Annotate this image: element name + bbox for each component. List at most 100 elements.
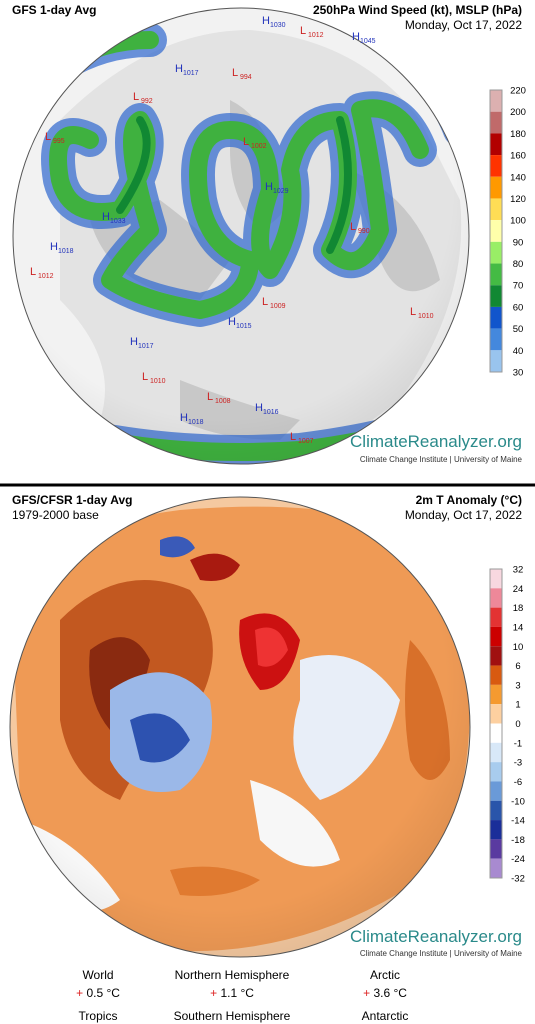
pressure-type: H	[265, 181, 273, 193]
colorbar-label: -24	[511, 854, 525, 865]
brand: ClimateReanalyzer.org	[350, 432, 522, 451]
pressure-value: 1010	[418, 313, 434, 320]
colorbar-label: 120	[510, 194, 526, 205]
pressure-value: 1045	[360, 38, 376, 45]
pressure-type: L	[350, 221, 356, 233]
colorbar-swatch	[490, 839, 502, 859]
colorbar-swatch	[490, 762, 502, 782]
colorbar-label: -6	[514, 777, 522, 788]
colorbar-label: 14	[513, 622, 524, 633]
pressure-type: L	[300, 25, 306, 37]
colorbar-swatch	[490, 820, 502, 840]
pressure-value: 995	[53, 138, 65, 145]
colorbar-swatch	[490, 588, 502, 608]
pressure-value: 1009	[270, 303, 286, 310]
colorbar-swatch	[490, 306, 502, 329]
colorbar-label: 200	[510, 107, 526, 118]
colorbar-label: -3	[514, 758, 522, 769]
colorbar-label: 90	[513, 237, 524, 248]
colorbar-swatch	[490, 90, 502, 112]
colorbar-label: 60	[513, 302, 524, 313]
pressure-type: H	[255, 402, 263, 414]
colorbar-label: -32	[511, 874, 525, 885]
colorbar-label: 32	[513, 565, 524, 576]
pressure-value: 992	[141, 98, 153, 105]
colorbar-label: 100	[510, 216, 526, 227]
pressure-value: 1018	[188, 419, 204, 426]
pressure-type: H	[50, 241, 58, 253]
colorbar-swatch	[490, 665, 502, 685]
stat-value: + 3.6 °C	[363, 986, 407, 1000]
pressure-type: H	[262, 15, 270, 27]
stat-region: Northern Hemisphere	[175, 968, 290, 982]
pressure-type: L	[243, 136, 249, 148]
globe-temperature	[10, 497, 470, 957]
colorbar-swatch	[490, 742, 502, 763]
panel-variable: 2m T Anomaly (°C)	[416, 493, 522, 507]
stat-number: 3.6 °C	[373, 986, 407, 1000]
panel-title: GFS 1-day Avg	[12, 3, 96, 17]
colorbar-swatch	[490, 155, 502, 177]
pressure-type: L	[207, 391, 213, 403]
colorbar-frame	[489, 568, 503, 879]
colorbar-label: 3	[515, 680, 520, 691]
pressure-value: 1010	[150, 378, 166, 385]
pressure-type: H	[180, 412, 188, 424]
colorbar-label: 70	[513, 281, 524, 292]
stat-sign: +	[76, 986, 83, 1000]
pressure-value: 1017	[138, 343, 154, 350]
colorbar-swatch	[490, 607, 502, 627]
stat-sign: +	[363, 986, 370, 1000]
pressure-value: 1008	[215, 398, 231, 405]
panel-subtitle: 1979-2000 base	[12, 508, 99, 522]
colorbar-label: 50	[513, 324, 524, 335]
affiliation: Climate Change Institute | University of…	[360, 455, 523, 464]
colorbar-label: -1	[514, 738, 522, 749]
pressure-type: L	[290, 431, 296, 443]
stat-region: Tropics	[79, 1009, 118, 1023]
pressure-type: H	[228, 316, 236, 328]
pressure-type: H	[102, 211, 110, 223]
colorbar-label: 80	[513, 259, 524, 270]
panel-title: GFS/CFSR 1-day Avg	[12, 493, 132, 507]
colorbar-swatch	[490, 800, 502, 821]
stat-number: 1.1 °C	[220, 986, 254, 1000]
pressure-value: 1018	[58, 248, 74, 255]
colorbar-swatch	[490, 704, 502, 724]
colorbar-swatch	[490, 626, 502, 647]
colorbar-swatch	[490, 285, 502, 307]
colorbar-label: -18	[511, 835, 525, 846]
colorbar-swatch	[490, 646, 502, 666]
pressure-value: 1029	[273, 188, 289, 195]
colorbar-swatch	[490, 684, 502, 705]
panel-date: Monday, Oct 17, 2022	[405, 18, 523, 32]
colorbar-label: 18	[513, 603, 524, 614]
pressure-value: 994	[240, 74, 252, 81]
colorbar-swatch	[490, 350, 502, 372]
colorbar-label: 1	[515, 700, 520, 711]
colorbar-swatch	[490, 133, 502, 156]
pressure-type: L	[30, 266, 36, 278]
pressure-type: L	[133, 91, 139, 103]
colorbar-swatch	[490, 198, 502, 221]
colorbar-label: 160	[510, 151, 526, 162]
colorbar-label: 24	[513, 584, 524, 595]
colorbar-frame	[489, 89, 503, 373]
colorbar-swatch	[490, 263, 502, 286]
pressure-type: H	[352, 31, 360, 43]
stat-region: Antarctic	[362, 1009, 409, 1023]
colorbar-swatch	[490, 569, 502, 589]
colorbar-swatch	[490, 241, 502, 264]
colorbar-label: 10	[513, 642, 524, 653]
pressure-type: L	[262, 296, 268, 308]
pressure-value: 990	[358, 228, 370, 235]
globe-wind	[13, 8, 469, 464]
colorbar-label: 30	[513, 368, 524, 379]
stat-number: 0.5 °C	[86, 986, 120, 1000]
colorbar-label: 40	[513, 346, 524, 357]
colorbar-swatch	[490, 858, 502, 878]
stat-region: Arctic	[370, 968, 400, 982]
pressure-value: 1033	[110, 218, 126, 225]
